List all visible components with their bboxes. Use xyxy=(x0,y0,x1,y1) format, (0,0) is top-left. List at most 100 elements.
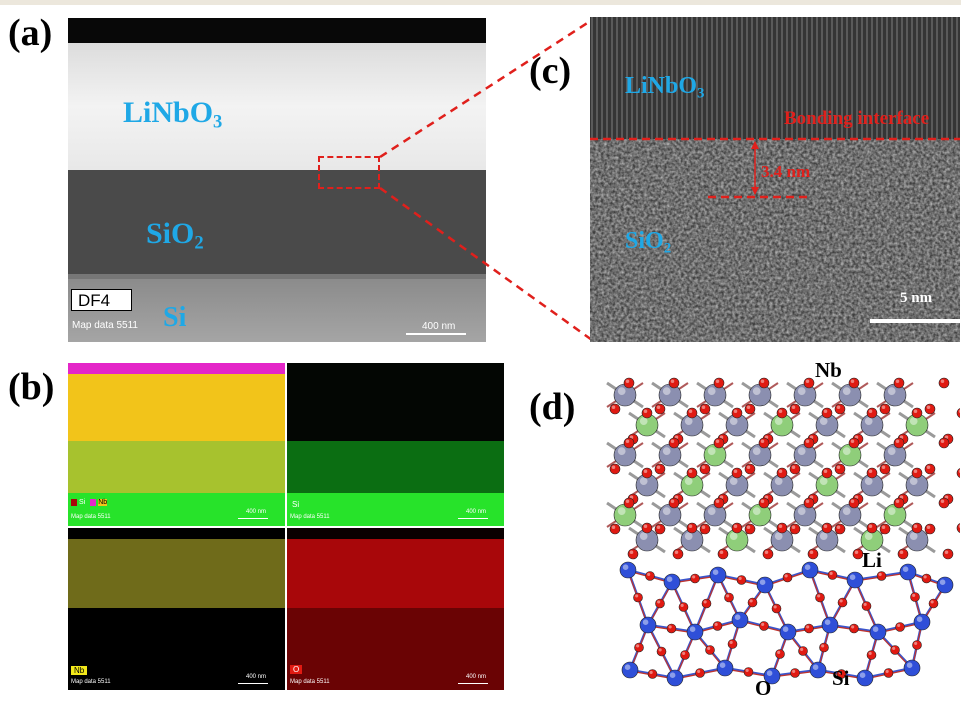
panel-c-interface-text: Bonding interface xyxy=(784,108,930,129)
panel-a-label-sio2: SiO2 xyxy=(146,217,204,254)
o-atom-highlight xyxy=(895,379,900,383)
o-atom xyxy=(678,602,689,612)
o-atom xyxy=(956,468,960,478)
o-atom xyxy=(668,497,680,509)
o-atom-highlight xyxy=(926,405,931,409)
o-atom xyxy=(910,592,920,602)
o-atom xyxy=(634,642,644,653)
o-atom-highlight xyxy=(868,651,872,655)
o-atom-highlight xyxy=(746,405,751,409)
nb-atom xyxy=(703,503,727,527)
nb-atom xyxy=(658,503,682,527)
nb-atom-highlight xyxy=(617,447,626,455)
o-atom xyxy=(866,467,878,479)
nb-atom-highlight xyxy=(684,532,693,540)
nb-atom xyxy=(658,443,682,467)
o-atom-highlight xyxy=(881,525,886,529)
o-atom xyxy=(771,603,782,614)
o-atom-highlight xyxy=(958,524,960,528)
o-atom xyxy=(672,548,684,560)
si-atom-highlight xyxy=(902,566,909,572)
o-atom-highlight xyxy=(792,669,796,673)
o-atom xyxy=(834,523,846,535)
o-atom-highlight xyxy=(674,550,679,554)
o-atom-highlight xyxy=(715,379,720,383)
nb-atom-highlight xyxy=(797,387,806,395)
o-atom xyxy=(942,548,954,560)
o-atom-highlight xyxy=(897,623,901,627)
o-atom-highlight xyxy=(881,405,886,409)
panel-a-label: (a) xyxy=(8,12,53,54)
nb-atom-highlight xyxy=(752,387,761,395)
o-atom-highlight xyxy=(635,594,639,598)
o-atom xyxy=(848,497,860,509)
o-atom-highlight xyxy=(773,605,777,609)
o-atom-highlight xyxy=(733,409,738,413)
o-atom xyxy=(890,645,900,655)
eds-map-nb-scaletext: 400 nm xyxy=(246,674,267,680)
panel-a-map-data: Map data 5511 xyxy=(72,320,138,331)
li-atom-highlight xyxy=(729,532,738,540)
o-atom-highlight xyxy=(851,625,855,629)
o-atom xyxy=(744,403,756,415)
o-atom xyxy=(609,403,621,415)
o-atom-highlight xyxy=(680,603,684,607)
o-atom-highlight xyxy=(823,409,828,413)
o-atom-highlight xyxy=(854,550,859,554)
o-atom xyxy=(911,467,923,479)
o-atom xyxy=(717,548,729,560)
o-atom-highlight xyxy=(760,439,765,443)
o-atom-highlight xyxy=(611,405,616,409)
nb-atom-highlight xyxy=(729,417,738,425)
o-atom-highlight xyxy=(913,409,918,413)
si-atom-highlight xyxy=(824,619,831,625)
o-atom-highlight xyxy=(806,625,810,629)
o-atom-highlight xyxy=(733,469,738,473)
o-atom-highlight xyxy=(914,641,918,645)
o-atom-highlight xyxy=(726,594,730,598)
o-atom-highlight xyxy=(636,644,640,648)
o-atom xyxy=(758,497,770,509)
nb-atom xyxy=(658,383,682,407)
nb-atom xyxy=(883,443,907,467)
o-atom-highlight xyxy=(850,499,855,503)
o-atom-highlight xyxy=(656,525,661,529)
o-atom xyxy=(879,463,891,475)
nb-atom xyxy=(793,503,817,527)
o-atom xyxy=(633,592,643,603)
o-atom-highlight xyxy=(805,439,810,443)
o-atom-highlight xyxy=(629,550,634,554)
si-atom-highlight xyxy=(669,672,676,678)
eds-map-o-scalebar xyxy=(458,683,488,684)
o-atom xyxy=(627,548,639,560)
o-atom-highlight xyxy=(829,571,833,575)
o-atom xyxy=(790,668,800,678)
o-atom-highlight xyxy=(778,469,783,473)
si-atom-highlight xyxy=(766,670,773,676)
o-atom-highlight xyxy=(940,379,945,383)
o-atom xyxy=(623,497,635,509)
o-atom-highlight xyxy=(805,379,810,383)
panel-c-thickness-text: 3.4 nm xyxy=(761,162,811,181)
o-atom-highlight xyxy=(746,465,751,469)
si-atom-highlight xyxy=(734,614,741,620)
o-atom xyxy=(834,463,846,475)
o-atom-highlight xyxy=(658,648,662,652)
nb-atom-highlight xyxy=(819,532,828,540)
o-atom xyxy=(713,437,725,449)
o-atom-highlight xyxy=(760,379,765,383)
li-atom xyxy=(883,503,907,527)
o-atom xyxy=(861,601,872,611)
o-atom xyxy=(609,523,621,535)
nb-atom-highlight xyxy=(909,532,918,540)
si-atom-highlight xyxy=(666,576,673,582)
o-atom-highlight xyxy=(823,469,828,473)
eds-map-composite-scaletext: 400 nm xyxy=(246,509,267,515)
o-atom xyxy=(815,592,825,603)
o-atom xyxy=(695,668,705,678)
o-atom-highlight xyxy=(850,439,855,443)
o-atom-highlight xyxy=(868,524,873,528)
o-atom-highlight xyxy=(823,524,828,528)
nb-atom xyxy=(703,383,727,407)
